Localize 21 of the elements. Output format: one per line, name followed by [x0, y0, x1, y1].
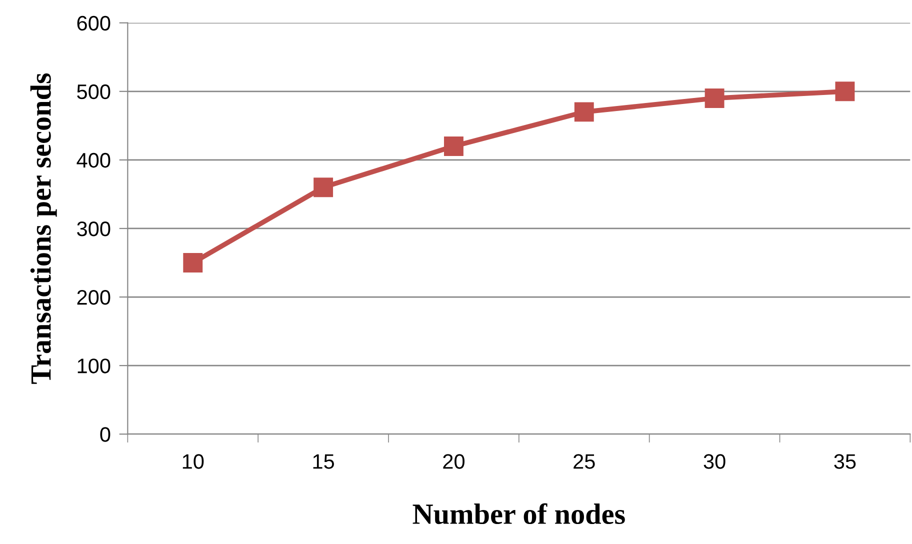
x-tick-label: 25	[574, 454, 595, 469]
y-tick-label: 500	[77, 84, 110, 100]
point	[314, 178, 334, 198]
y-axis-title: Transactions per seconds	[30, 73, 57, 384]
x-axis-title: Number of nodes	[412, 503, 625, 524]
y-tick-label: 400	[76, 152, 110, 168]
y-tick-label: 200	[77, 290, 110, 305]
x-tick-label: 15	[313, 454, 334, 469]
y-tick-label: 0	[100, 427, 110, 442]
point	[444, 136, 464, 156]
y-tick-label: 300	[77, 221, 110, 236]
y-tick-label: 100	[78, 358, 110, 374]
y-tick-label: 600	[77, 16, 110, 31]
x-tick-label: 20	[443, 454, 464, 469]
x-tick-label: 30	[704, 454, 726, 469]
point	[183, 253, 203, 272]
x-tick-label: 35	[834, 454, 856, 469]
x-tick-label: 10	[182, 454, 204, 469]
point	[835, 82, 855, 102]
point	[574, 102, 594, 122]
point	[704, 88, 724, 108]
